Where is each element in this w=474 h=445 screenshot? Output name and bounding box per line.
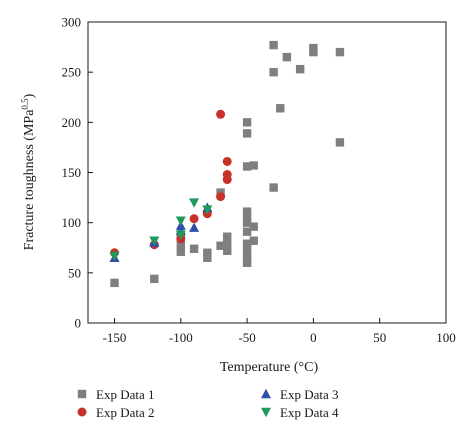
data-point (335, 138, 345, 147)
data-point (109, 251, 120, 261)
y-axis-ticks: 0 50 100 150 200 250 300 (62, 15, 93, 331)
data-point (110, 278, 119, 288)
data-point (189, 214, 199, 224)
data-point (249, 161, 258, 170)
y-tick-label: 200 (62, 115, 82, 130)
legend-marker (77, 389, 87, 399)
data-point (242, 212, 252, 221)
data-point (203, 248, 212, 257)
legend-item: Exp Data 2 (77, 405, 154, 420)
data-point (242, 118, 252, 127)
data-point (242, 250, 252, 259)
y-axis-title-end: ) (22, 93, 37, 98)
legend-marker (261, 407, 271, 418)
data-point (269, 67, 278, 77)
series-2 (110, 109, 232, 258)
series-4 (109, 198, 213, 261)
data-point (202, 205, 213, 215)
legend-item: Exp Data 3 (261, 387, 338, 402)
y-tick-label: 250 (62, 65, 82, 80)
data-point (282, 52, 292, 62)
data-point (276, 104, 285, 113)
data-point (150, 274, 159, 284)
data-point (222, 156, 232, 166)
legend-label: Exp Data 3 (280, 387, 338, 402)
data-point (175, 230, 186, 240)
legend-label: Exp Data 4 (280, 405, 339, 420)
data-point (223, 246, 232, 255)
plot-frame (87, 21, 447, 324)
x-axis-ticks: -150 -100 -50 0 50 100 (103, 318, 456, 345)
data-point (149, 236, 160, 246)
x-tick-label: 0 (310, 330, 317, 345)
data-point (242, 239, 252, 248)
x-tick-label: -50 (238, 330, 255, 345)
data-point (216, 109, 226, 119)
data-point (176, 240, 186, 249)
y-tick-label: 50 (68, 265, 81, 280)
data-point (223, 232, 232, 241)
data-point (222, 170, 232, 180)
legend: Exp Data 1 Exp Data 2 Exp Data 3 Exp Data 4 (77, 387, 339, 420)
data-point (309, 43, 318, 53)
legend-label: Exp Data 2 (96, 405, 154, 420)
legend-marker (261, 388, 271, 399)
plot-border (87, 21, 447, 324)
data-point (175, 216, 186, 226)
y-tick-label: 100 (62, 215, 82, 230)
y-axis-title-superscript: 0.5 (20, 98, 30, 110)
data-point (269, 183, 278, 192)
data-point (242, 162, 252, 171)
legend-item: Exp Data 1 (77, 387, 154, 402)
data-point (189, 222, 200, 232)
data-point (242, 129, 252, 138)
data-point (203, 253, 212, 262)
data-point (335, 47, 345, 57)
x-tick-label: -100 (169, 330, 193, 345)
y-axis-title-main: Fracture toughness (MPa (22, 109, 37, 251)
x-axis-title: Temperature (°C) (220, 360, 319, 375)
data-point (269, 40, 278, 50)
series-3 (109, 202, 213, 262)
data-point (189, 198, 200, 208)
data-point (295, 64, 305, 74)
data-point (249, 222, 258, 231)
y-tick-label: 150 (62, 165, 82, 180)
data-point (242, 244, 252, 253)
legend-item: Exp Data 4 (261, 405, 339, 420)
y-tick-label: 0 (75, 316, 82, 331)
y-tick-label: 300 (62, 15, 82, 30)
x-tick-label: 50 (373, 330, 386, 345)
data-point (242, 227, 252, 236)
data-points (109, 40, 345, 288)
data-point (176, 247, 186, 256)
data-point (189, 244, 199, 253)
y-axis-title: Fracture toughness (MPa0.5) (20, 93, 37, 250)
legend-marker (77, 407, 87, 417)
data-point (249, 236, 258, 245)
x-tick-label: 100 (436, 330, 456, 345)
x-tick-label: -150 (103, 330, 127, 345)
data-point (216, 192, 226, 202)
data-point (216, 241, 225, 250)
data-point (242, 218, 252, 227)
legend-label: Exp Data 1 (96, 387, 154, 402)
data-point (242, 207, 252, 216)
data-point (223, 240, 232, 249)
